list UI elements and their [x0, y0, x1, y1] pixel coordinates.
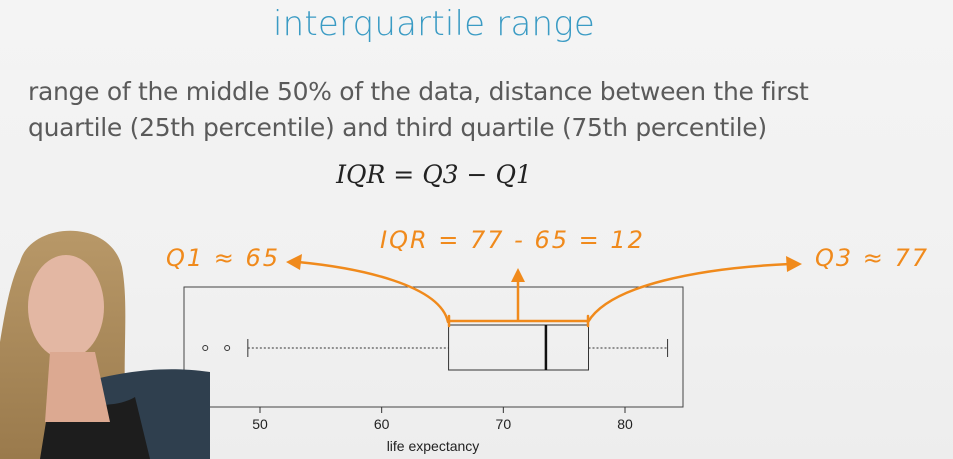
arrow-heads	[286, 254, 802, 282]
formula-equals: =	[385, 160, 423, 189]
presenter-neck	[45, 352, 110, 422]
x-tick-label: 80	[617, 416, 633, 432]
formula-q1: Q1	[495, 160, 532, 189]
outlier-point	[224, 345, 231, 351]
x-tick-label: 50	[252, 416, 268, 432]
x-tick-label: 70	[496, 416, 512, 432]
boxplot-marks	[202, 324, 669, 371]
q1-arrow	[296, 260, 450, 324]
iqr-annotation: IQR = 77 - 65 = 12	[380, 226, 645, 254]
annotation-arrows	[296, 260, 792, 328]
iqr-box	[448, 324, 590, 371]
description-line-2: quartile (25th percentile) and third qua…	[28, 113, 767, 142]
iqr-bracket	[447, 314, 590, 328]
presenter-face	[28, 255, 104, 359]
x-tick-label: 60	[374, 416, 390, 432]
plot-frame	[183, 286, 684, 408]
iqr-arrowhead	[511, 268, 525, 282]
q3-annotation: Q3 ≈ 77	[815, 244, 930, 272]
formula-q3: Q3	[422, 160, 459, 189]
q3-arrowhead	[786, 256, 802, 272]
iqr-formula: IQR = Q3 − Q1	[0, 160, 868, 189]
x-axis-label: life expectancy	[387, 438, 480, 454]
q1-arrowhead	[286, 254, 302, 270]
x-axis: 50 60 70 80	[252, 407, 633, 432]
presenter-video	[0, 230, 210, 459]
q3-arrow	[586, 262, 792, 324]
slide-description: range of the middle 50% of the data, dis…	[28, 74, 908, 146]
slide-title: interquartile range	[272, 4, 595, 44]
description-line-1: range of the middle 50% of the data, dis…	[28, 77, 809, 106]
outlier-point	[202, 345, 209, 351]
q1-annotation: Q1 ≈ 65	[166, 244, 281, 272]
formula-minus: −	[458, 160, 496, 189]
formula-lhs: IQR	[336, 160, 386, 189]
